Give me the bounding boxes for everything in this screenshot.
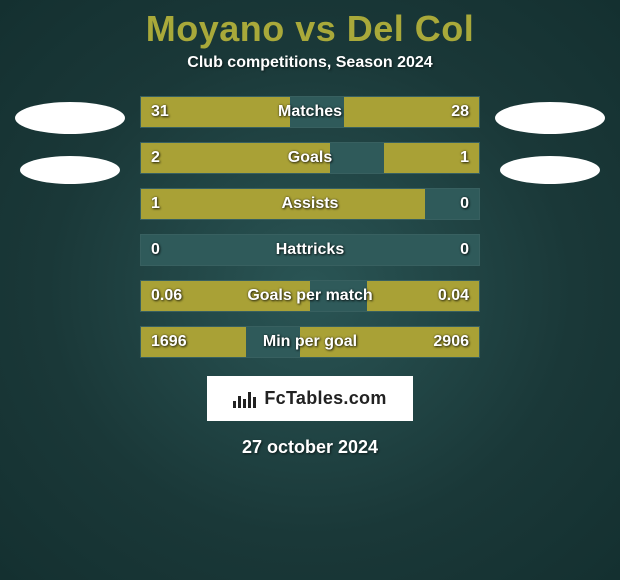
page-title: Moyano vs Del Col [146, 8, 475, 50]
left-oval-col [0, 96, 140, 206]
stat-value-left: 0 [151, 235, 160, 265]
stat-value-right: 2906 [433, 327, 469, 357]
stat-value-left: 31 [151, 97, 169, 127]
stat-value-left: 2 [151, 143, 160, 173]
stat-label: Hattricks [141, 235, 479, 265]
stats-area: 3128Matches21Goals10Assists00Hattricks0.… [0, 96, 620, 358]
stat-value-right: 0 [460, 235, 469, 265]
stat-value-left: 1 [151, 189, 160, 219]
stat-value-right: 28 [451, 97, 469, 127]
stat-row: 3128Matches [140, 96, 480, 128]
stat-value-left: 1696 [151, 327, 187, 357]
player-left-oval-2 [20, 156, 120, 184]
stat-row: 10Assists [140, 188, 480, 220]
date-label: 27 october 2024 [242, 437, 378, 458]
stat-value-left: 0.06 [151, 281, 182, 311]
right-oval-col [480, 96, 620, 206]
stat-value-right: 0.04 [438, 281, 469, 311]
stat-row: 0.060.04Goals per match [140, 280, 480, 312]
stat-row: 0 0Hattricks [140, 234, 480, 266]
player-left-oval-1 [15, 102, 125, 134]
player-right-oval-1 [495, 102, 605, 134]
stat-fill-left [141, 189, 425, 219]
stat-bars: 3128Matches21Goals10Assists00Hattricks0.… [140, 96, 480, 358]
stat-row: 16962906Min per goal [140, 326, 480, 358]
stat-value-right: 0 [460, 189, 469, 219]
stat-row: 21Goals [140, 142, 480, 174]
stat-fill-left [141, 143, 330, 173]
bar-chart-icon [233, 390, 256, 408]
source-logo: FcTables.com [207, 376, 412, 421]
stat-value-right: 1 [460, 143, 469, 173]
page-subtitle: Club competitions, Season 2024 [187, 54, 432, 72]
player-right-oval-2 [500, 156, 600, 184]
comparison-card: Moyano vs Del Col Club competitions, Sea… [0, 0, 620, 458]
logo-text: FcTables.com [264, 388, 386, 409]
